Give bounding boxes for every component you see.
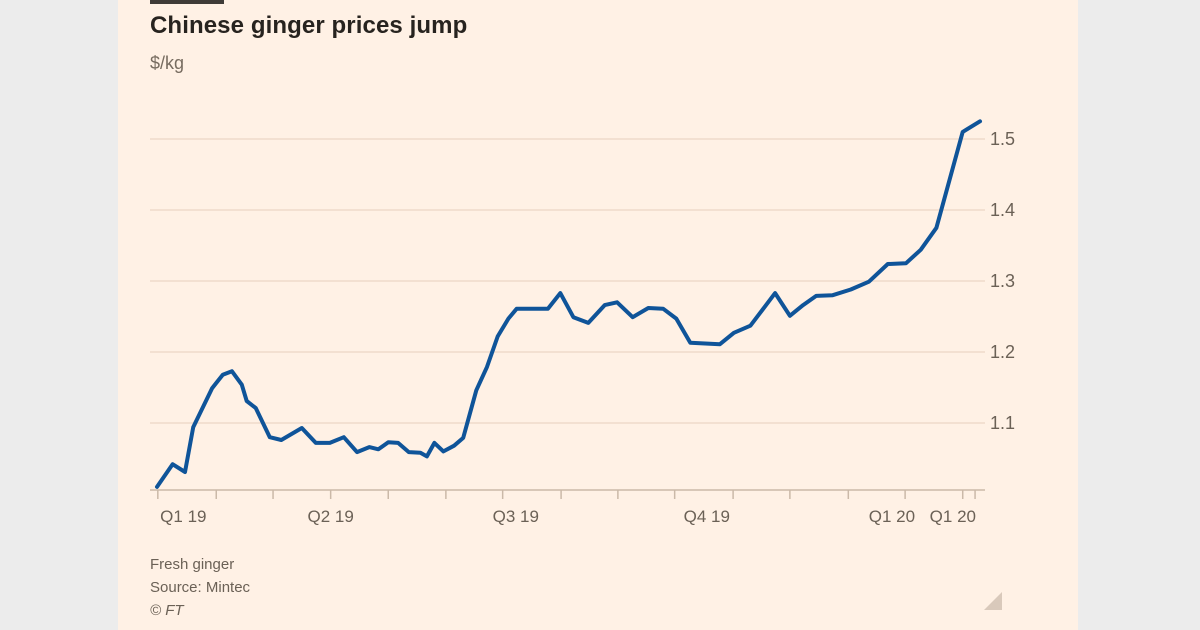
resize-handle-icon[interactable]: [984, 592, 1002, 610]
chart-unit-label: $/kg: [150, 53, 185, 73]
y-axis-tick-label: 1.1: [990, 413, 1015, 433]
ft-top-rule: [150, 0, 224, 4]
y-axis-tick-label: 1.3: [990, 271, 1015, 291]
x-axis-tick-label: Q1 20: [869, 507, 915, 526]
x-axis-tick-label: Q2 19: [307, 507, 353, 526]
x-axis-tick-label: Q1 20: [930, 507, 976, 526]
x-axis-tick-label: Q1 19: [160, 507, 206, 526]
chart-footer: Fresh ginger Source: Mintec © FT: [150, 553, 250, 622]
ft-copyright: © FT: [150, 602, 184, 619]
y-axis-tick-label: 1.2: [990, 342, 1015, 362]
chart-card: Chinese ginger prices jump $/kg 1.1 1.2 1.…: [118, 0, 1078, 630]
x-axis-tick-label: Q3 19: [493, 507, 539, 526]
series-note: Fresh ginger: [150, 556, 235, 573]
y-axis-tick-label: 1.5: [990, 129, 1015, 149]
price-line-series: [155, 119, 982, 489]
y-axis-tick-label: 1.4: [990, 200, 1015, 220]
source-note: Source: Mintec: [150, 579, 251, 596]
price-line-chart: 1.1 1.2 1.3 1.4 1.5 Q1 19 Q2 19 Q3 19 Q4 19 Q1 20…: [150, 119, 1015, 526]
x-axis-tick-label: Q4 19: [684, 507, 730, 526]
chart-title: Chinese ginger prices jump: [150, 12, 468, 39]
